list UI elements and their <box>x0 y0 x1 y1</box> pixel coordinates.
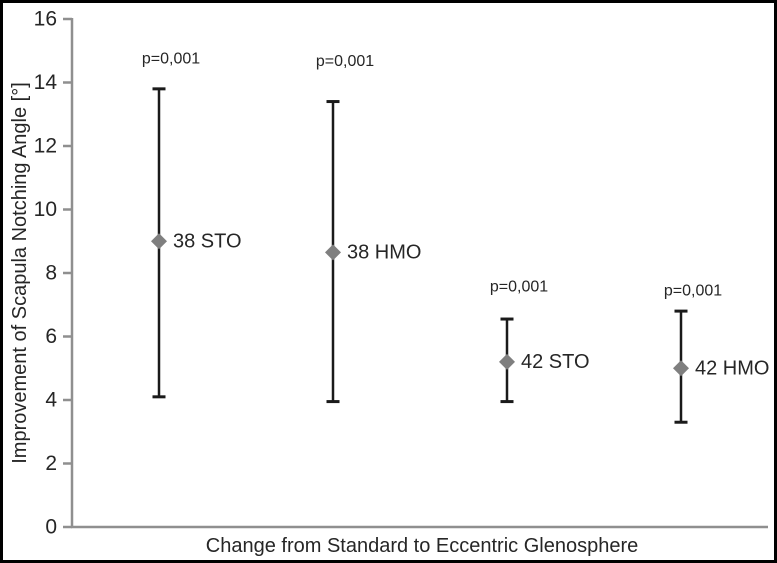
data-point-label: 42 HMO <box>695 357 769 379</box>
y-tick-label: 2 <box>45 452 57 475</box>
data-point-marker <box>499 353 515 370</box>
data-point-label: 42 STO <box>521 351 590 373</box>
data-point-label: 38 STO <box>173 230 242 252</box>
y-tick-label: 10 <box>34 198 57 221</box>
x-axis-title: Change from Standard to Eccentric Glenos… <box>206 535 638 557</box>
p-value-label: p=0,001 <box>490 279 548 296</box>
p-value-label: p=0,001 <box>142 50 200 67</box>
y-tick-label: 12 <box>34 135 57 158</box>
data-series: 38 STO p=0,001 38 HMO p=0,001 42 STO p=0,001 4… <box>142 50 769 424</box>
y-tick-label: 14 <box>34 71 58 94</box>
y-tick-label: 0 <box>45 516 57 539</box>
p-value-label: p=0,001 <box>664 283 722 300</box>
y-axis-title: Improvement of Scapula Notching Angle [°… <box>9 82 31 464</box>
y-tick-label: 16 <box>34 8 57 31</box>
y-axis-ticks: 0 2 4 6 8 10 12 14 16 <box>34 8 72 539</box>
data-point-marker <box>151 233 167 250</box>
data-point-marker <box>673 360 689 377</box>
y-tick-label: 8 <box>45 262 57 285</box>
p-value-label: p=0,001 <box>316 53 374 70</box>
chart-canvas: 0 2 4 6 8 10 12 14 16 38 STO p=0,001 38 HMO p=0,001… <box>9 8 769 558</box>
y-tick-label: 6 <box>45 325 57 348</box>
y-tick-label: 4 <box>45 389 57 412</box>
data-point-marker <box>325 244 341 261</box>
data-point-label: 38 HMO <box>347 241 421 263</box>
